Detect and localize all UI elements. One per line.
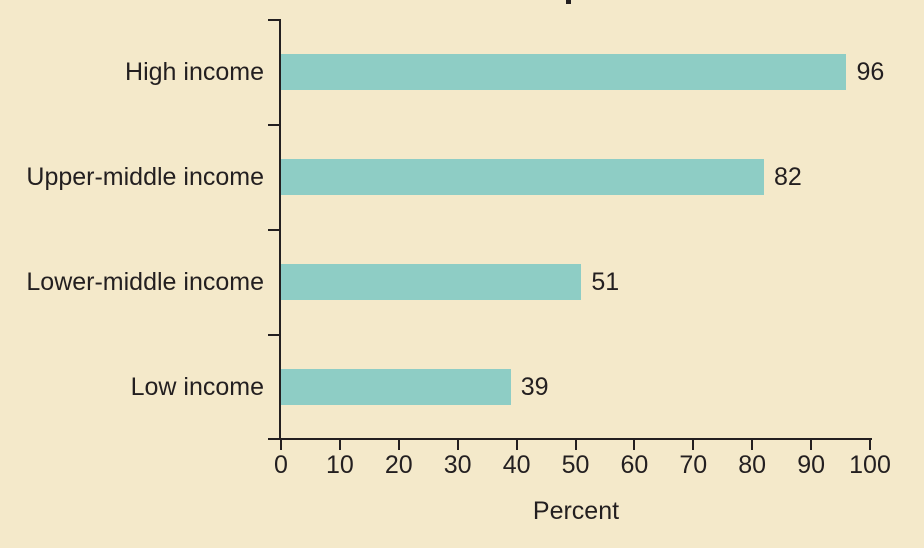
x-axis-line [268,438,872,440]
x-axis-tick-label: 80 [738,451,767,479]
bar [281,158,764,195]
x-axis-tick [574,438,577,450]
x-axis-tick [397,438,400,450]
bar [281,53,847,90]
y-axis-tick [268,229,281,231]
x-axis-tick-label: 90 [797,451,825,479]
x-axis-tick-label: 10 [325,451,354,479]
x-axis-tick [515,438,518,450]
bar-value-label: 82 [773,162,802,191]
bar [281,368,511,405]
x-axis-tick-label: 20 [384,451,413,479]
x-axis-tick-label: 0 [274,451,288,479]
bar-value-label: 39 [520,372,549,401]
category-label: Low income [130,372,264,401]
x-axis-tick [751,438,754,450]
x-axis-tick [338,438,341,450]
cropped-title-remnant [566,0,571,4]
x-axis-tick-label: 60 [620,451,649,479]
x-axis-tick [869,438,871,450]
x-axis-tick-label: 50 [561,451,590,479]
x-axis-tick-label: 70 [679,451,708,479]
x-axis-tick-label: 40 [502,451,531,479]
x-axis-tick-label: 30 [443,451,472,479]
bar [281,263,582,300]
y-axis-tick [268,124,281,126]
x-axis-tick [692,438,695,450]
bar-value-label: 51 [591,267,620,296]
x-axis-tick [456,438,459,450]
x-axis-tick [810,438,813,450]
x-axis-tick [280,438,282,450]
x-axis-title: Percent [532,497,620,525]
category-label: High income [125,57,264,86]
bar-value-label: 96 [856,57,885,86]
x-axis-tick [633,438,636,450]
category-label: Lower-middle income [26,267,264,296]
y-axis-tick [268,19,281,21]
category-label: Upper-middle income [26,162,264,191]
y-axis-tick [268,334,281,336]
x-axis-tick-label: 100 [849,451,891,479]
